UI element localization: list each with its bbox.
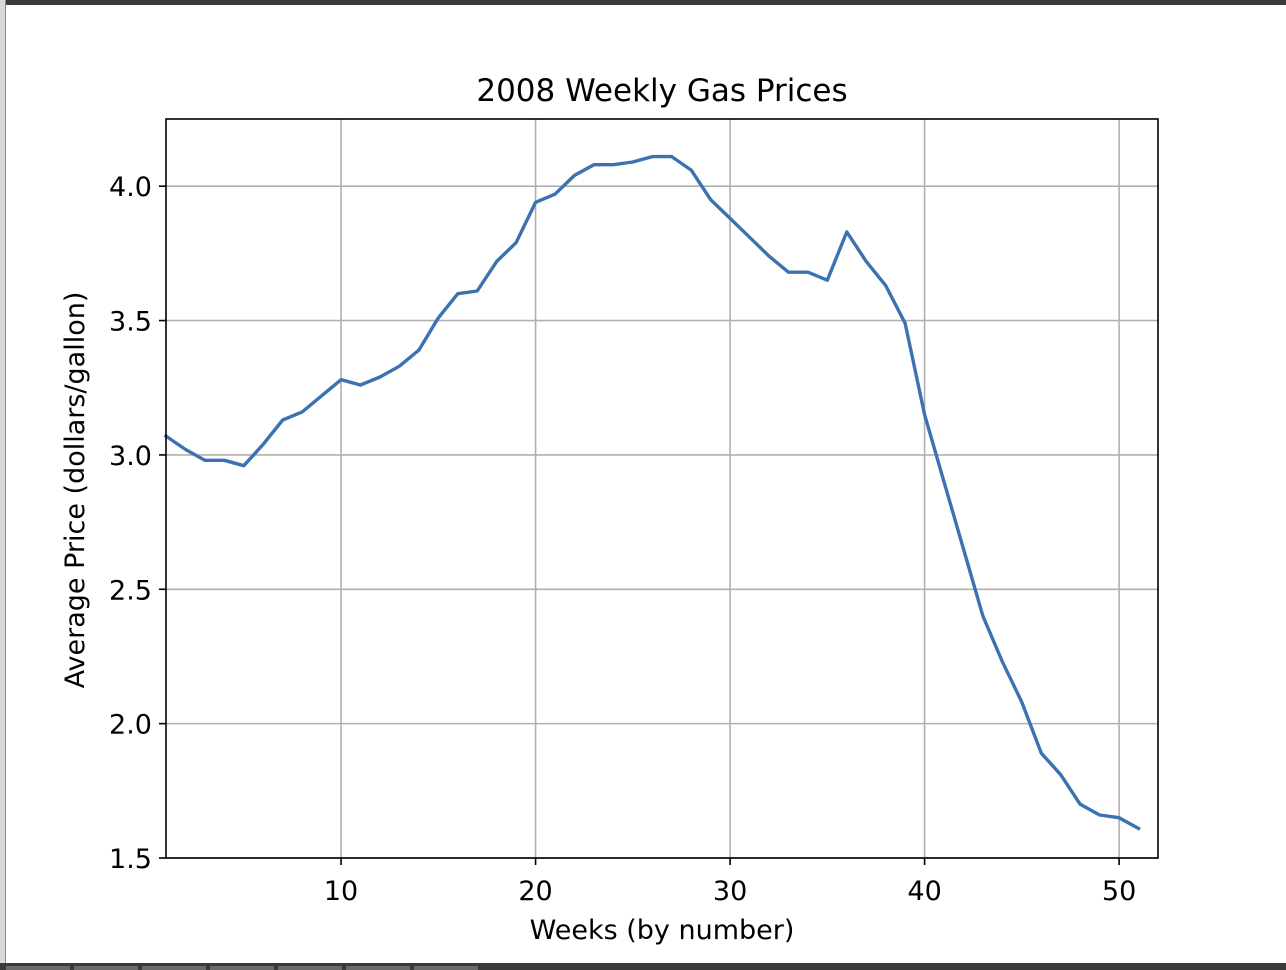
- taskbar-tab[interactable]: [346, 966, 410, 970]
- x-tick-label: 20: [518, 876, 552, 907]
- taskbar-tab[interactable]: [142, 966, 206, 970]
- window-bottom-bar: [0, 963, 1286, 970]
- y-tick-label: 2.0: [109, 710, 152, 741]
- y-ticks: 1.5 2.0 2.5 3.0 3.5 4.0: [109, 172, 166, 875]
- x-tick-label: 30: [713, 876, 747, 907]
- x-tick-label: 50: [1102, 876, 1136, 907]
- taskbar-tab[interactable]: [6, 966, 70, 970]
- x-tick-label: 10: [324, 876, 358, 907]
- window-left-border: [0, 0, 6, 970]
- y-axis-label: Average Price (dollars/gallon): [60, 292, 91, 689]
- y-tick-label: 3.5: [109, 307, 152, 338]
- taskbar-tab[interactable]: [414, 966, 478, 970]
- taskbar-tab[interactable]: [210, 966, 274, 970]
- x-axis-label: Weeks (by number): [530, 915, 795, 946]
- chart-title: 2008 Weekly Gas Prices: [476, 73, 847, 109]
- y-tick-label: 1.5: [109, 844, 152, 875]
- grid-lines: [166, 119, 1158, 859]
- y-tick-label: 3.0: [109, 441, 152, 472]
- taskbar-tab[interactable]: [74, 966, 138, 970]
- window-top-border: [0, 0, 1286, 5]
- y-tick-label: 4.0: [109, 172, 152, 203]
- taskbar-tab[interactable]: [278, 966, 342, 970]
- series-layer: [163, 154, 1141, 831]
- y-tick-label: 2.5: [109, 575, 152, 606]
- series-line: [163, 154, 1141, 831]
- x-tick-label: 40: [907, 876, 941, 907]
- x-ticks: 10 20 30 40 50: [324, 858, 1136, 907]
- axes-frame: [165, 118, 1159, 859]
